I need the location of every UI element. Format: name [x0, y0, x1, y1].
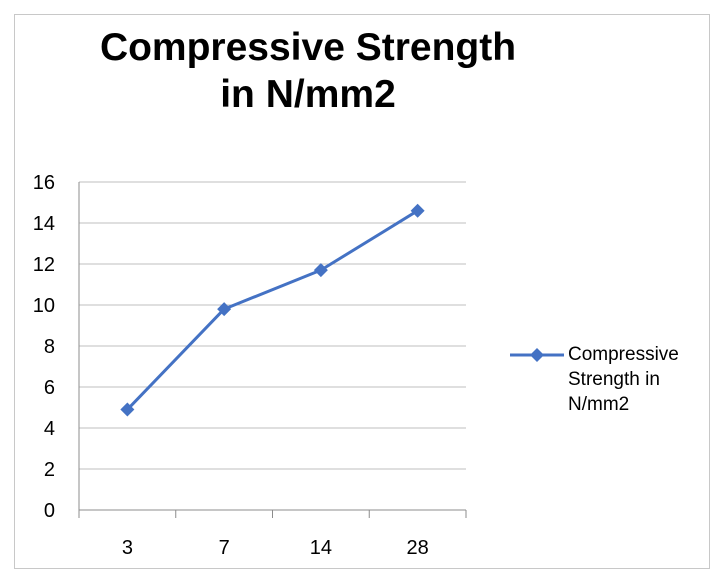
y-tick-label: 0 [44, 500, 55, 522]
y-tick-label: 16 [33, 172, 55, 194]
x-tick-label: 3 [122, 537, 133, 559]
chart-title: Compressive Strength in N/mm2 [99, 26, 517, 116]
series-line [126, 209, 419, 411]
y-tick-label: 8 [44, 336, 55, 358]
y-tick-label: 12 [33, 254, 55, 276]
x-tick-label: 7 [219, 537, 230, 559]
chart-frame [14, 14, 710, 569]
data-point [313, 263, 328, 278]
axes [78, 182, 467, 518]
y-tick-label: 2 [44, 459, 55, 481]
y-tick-label: 14 [33, 213, 55, 235]
x-tick-label: 14 [310, 537, 332, 559]
x-tick-labels: 3 7 14 28 [122, 537, 429, 559]
data-point [120, 402, 135, 417]
legend-label: Compressive Strength in N/mm2 [568, 344, 679, 415]
data-point [217, 302, 232, 317]
legend-key [510, 348, 564, 362]
y-tick-label: 10 [33, 295, 55, 317]
series-layer [120, 203, 425, 417]
y-tick-label: 4 [44, 418, 55, 440]
data-point [410, 203, 425, 218]
y-tick-label: 6 [44, 377, 55, 399]
x-tick-label: 28 [407, 537, 429, 559]
y-tick-labels: 0 2 4 6 8 10 12 14 16 [33, 172, 55, 522]
gridlines [79, 181, 466, 470]
